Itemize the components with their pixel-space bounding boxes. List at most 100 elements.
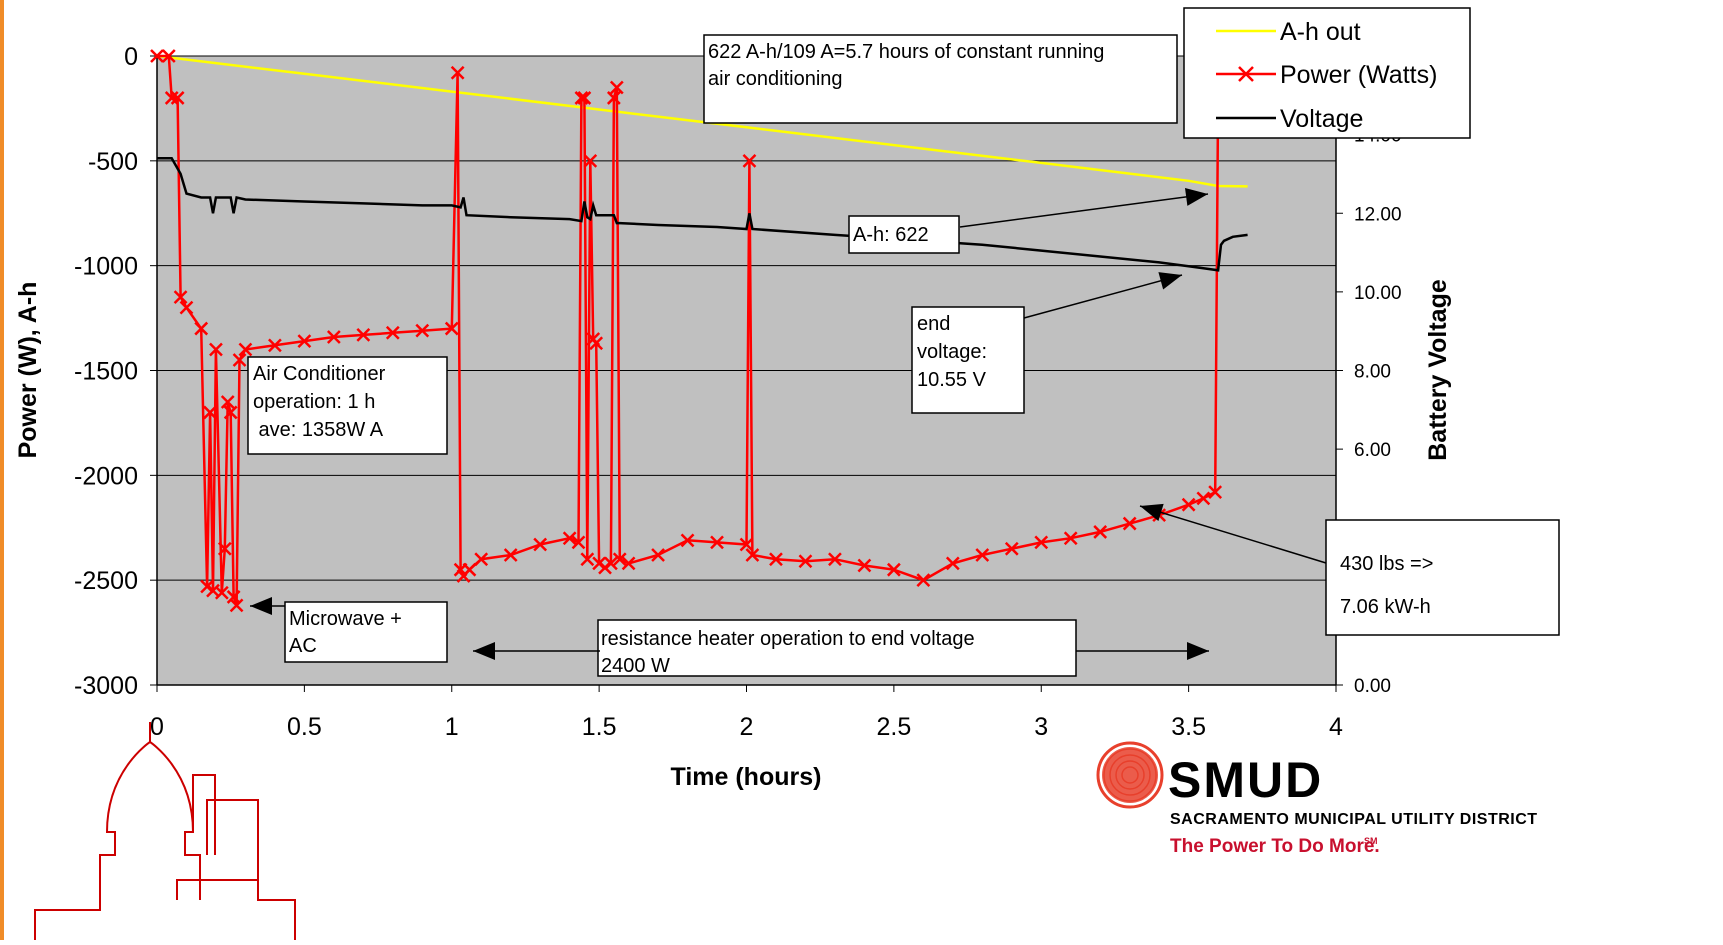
x-tick-label: 0.5 [287,713,322,741]
annotation-box [284,601,448,663]
annotation-text: voltage: [917,341,987,363]
power-point [223,405,238,420]
power-point [238,342,253,357]
x-tick-label: 3.5 [1171,713,1206,741]
x-tick-label: 4 [1329,713,1343,741]
x-tick-label: 1 [445,713,459,741]
power-point [232,353,247,367]
power-point [462,562,477,577]
power-point [1034,535,1049,550]
power-point [745,548,760,562]
annotation-text: 430 lbs => [1340,553,1433,575]
power-point [651,548,665,562]
power-point [474,552,489,567]
smud-sun-icon [1096,741,1164,809]
power-point [415,323,430,338]
annotation-text: resistance heater operation to end volta… [601,628,975,650]
arrow-ah [959,193,1209,228]
y-tick-label: 0 [124,43,138,71]
annotation-box [597,619,1077,677]
power-point [1208,485,1223,499]
smud-sun-core [1102,747,1158,803]
power-point [1004,541,1019,556]
capitol-logo-icon [34,740,201,940]
axes [150,55,1343,692]
power-point [209,342,223,357]
power-point [583,153,598,168]
x-tick-label: 2 [740,713,754,741]
annotation-text: 622 A-h/109 A=5.7 hours of constant runn… [708,41,1104,63]
legend-label-2: Voltage [1280,105,1363,133]
power-point [1196,491,1211,506]
smud-wordmark: SMUD [1168,752,1323,808]
power-point [1093,525,1108,539]
capitol-buildings-icon [176,774,296,940]
series-layer [150,49,1248,613]
power-point [609,80,624,95]
power-point [385,325,400,340]
power-point [945,556,960,571]
power-point [1063,531,1078,546]
arrow-ah-head [1185,187,1208,206]
power-point [680,533,695,548]
power-point [886,562,901,577]
power-point [916,573,931,588]
power-point [574,91,589,105]
annotation-text: AC [289,635,317,657]
y2-tick-label: 8.00 [1354,362,1391,383]
smud-trademark: SM [1364,836,1378,846]
power-point [220,395,235,409]
y2-tick-label: 10.00 [1354,283,1402,304]
y2-tick-label: 6.00 [1354,440,1391,461]
smud-subtitle: SACRAMENTO MUNICIPAL UTILITY DISTRICT [1170,811,1538,828]
power-point [164,91,179,105]
x-tick-label: 3 [1034,713,1048,741]
legend-marker-x [1238,66,1254,82]
arrows-layer [250,187,1327,660]
power-point [268,338,282,353]
series-line-0 [156,54,1248,188]
power-point [503,548,518,562]
legend: A-h out Power (Watts) Voltage [1183,7,1471,139]
power-point [533,537,548,552]
annotation-text: Microwave + [289,608,402,630]
y-tick-label: -1500 [74,358,138,386]
power-point [229,598,244,613]
power-point [710,535,724,550]
power-point [226,590,241,604]
annotation-text: 10.55 V [917,369,987,391]
arrow-weight-head [1140,503,1164,522]
power-point [742,153,757,168]
annotation-box [911,306,1025,414]
x-tick-label: 2.5 [876,713,911,741]
smud-sun-ring [1096,741,1164,809]
annotation-box [1325,519,1560,636]
power-point [769,552,783,567]
annotation-text: Air Conditioner [253,363,386,385]
logos-layer: SMUD SACRAMENTO MUNICIPAL UTILITY DISTRIC… [34,722,1538,940]
arrow-end-voltage [1023,274,1183,319]
power-point [975,548,990,562]
smud-tagline: The Power To Do More. [1170,836,1380,857]
power-point [356,327,371,342]
left-accent-border [0,0,4,940]
annotation-text: operation: 1 h [253,391,375,413]
annotation-box [848,215,960,254]
annotation-text: 2400 W [601,655,670,677]
legend-label-1: Power (Watts) [1280,61,1437,89]
y-tick-label: -2000 [74,462,138,490]
power-point [217,541,232,556]
x-tick-label: 1.5 [582,713,617,741]
y-axis-title: Power (W), A-h [14,282,42,459]
arrow-resistance-left-head [473,642,495,660]
power-point [580,552,595,567]
power-point [562,531,577,546]
arrow-weight [1139,505,1327,564]
y-tick-label: -500 [88,148,138,176]
power-point [450,65,465,80]
arrow-end-voltage-head [1158,272,1182,290]
power-point [739,537,754,552]
power-point [857,558,872,573]
